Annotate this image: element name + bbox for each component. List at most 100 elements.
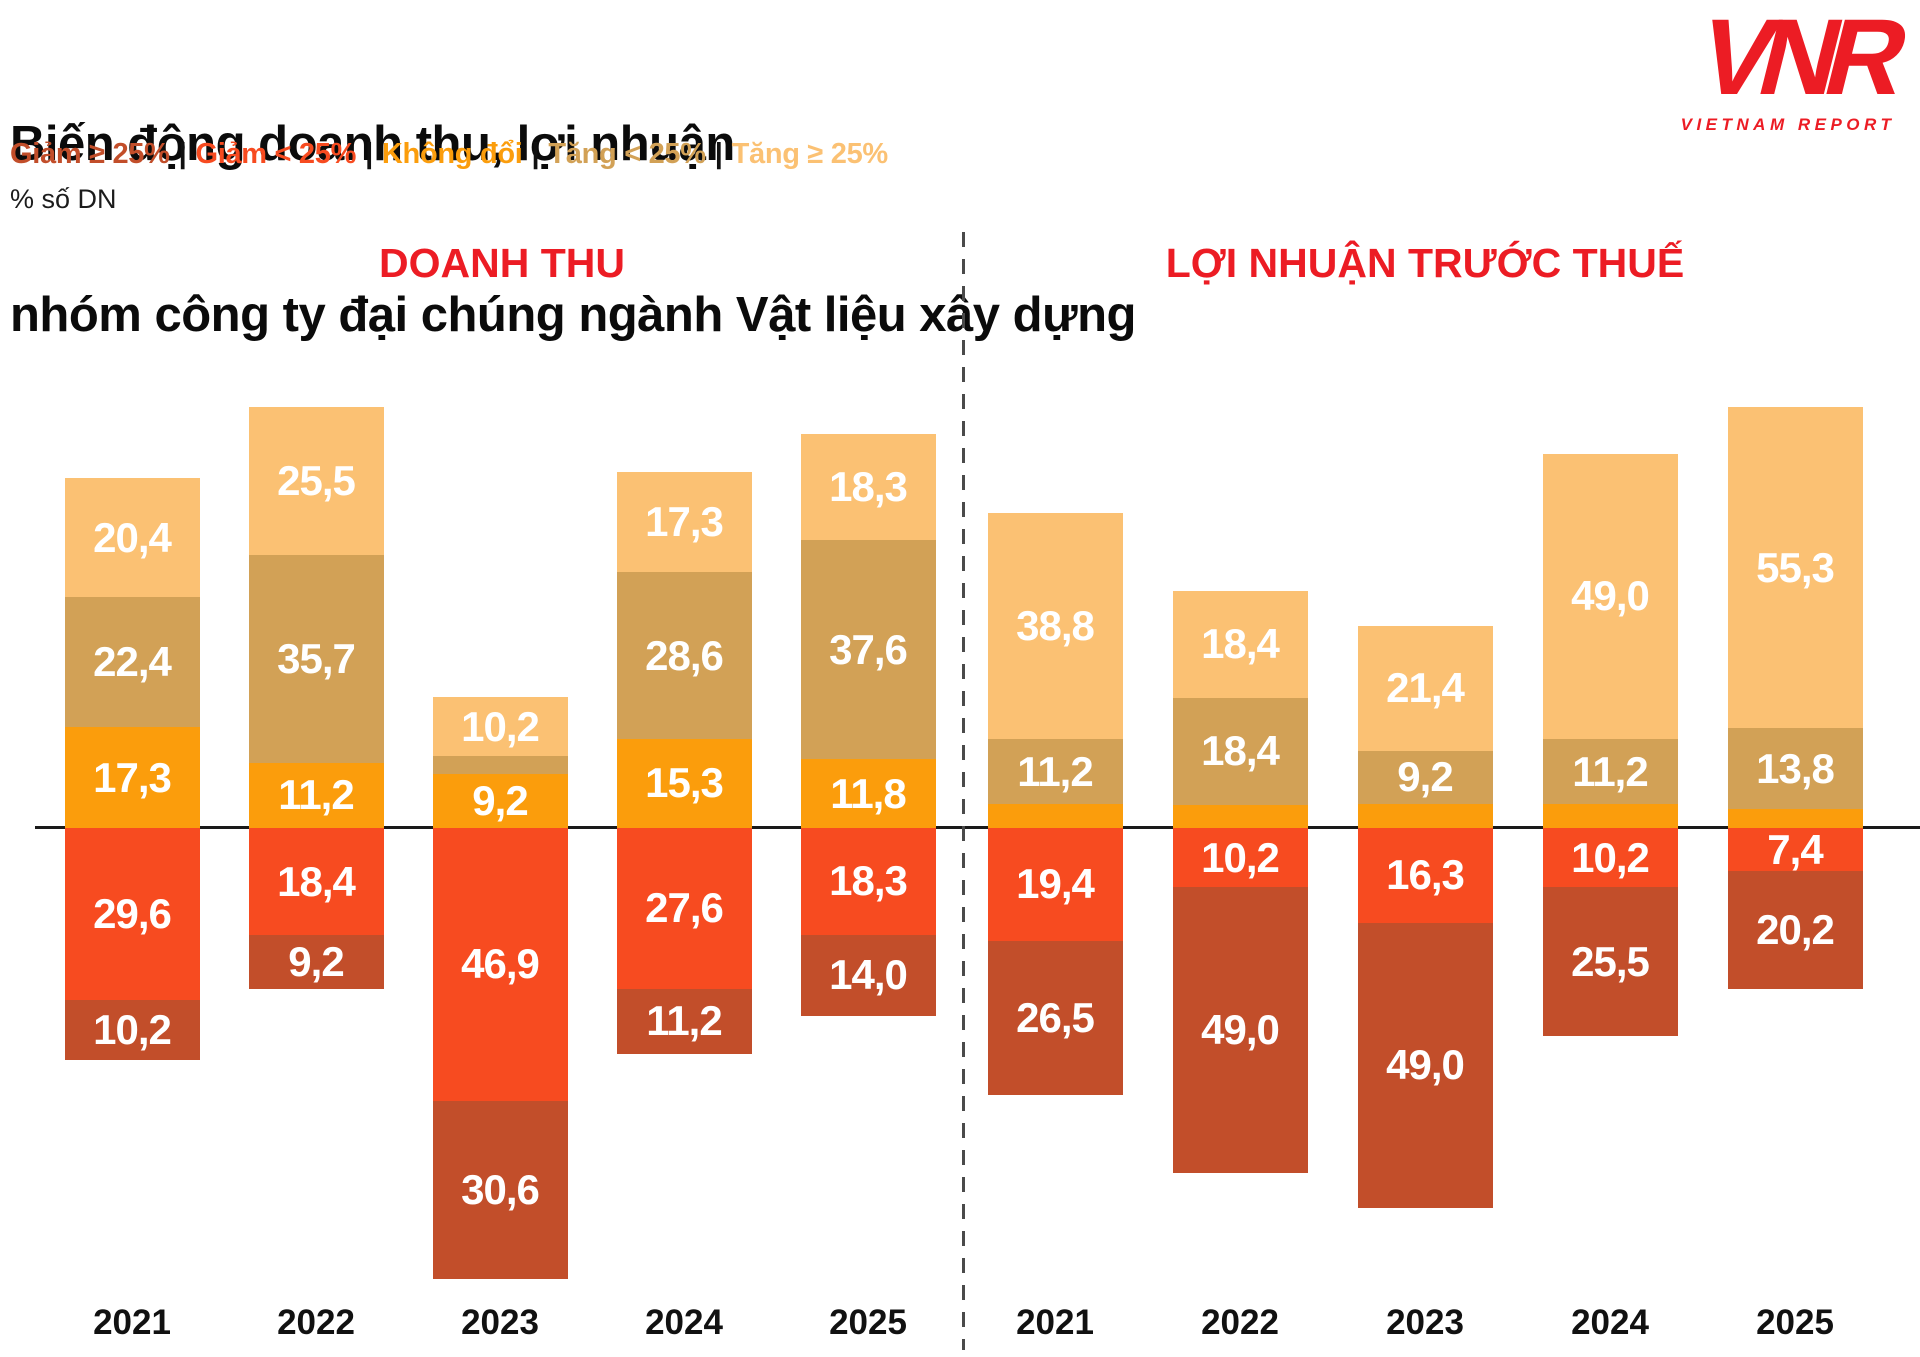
page-title: Biến động doanh thu, lợi nhuận nhóm công…: [10, 2, 1136, 458]
vnr-logo-graphic: VNR VIETNAM REPORT: [1681, 0, 1919, 134]
segment-tang_lt25: 13,8: [1727, 728, 1863, 809]
year-label-2022: 2022: [1201, 1303, 1279, 1342]
bar-up-LỢI NHUẬN TRƯỚC THUẾ-2021: 38,8 11,2: [987, 513, 1123, 828]
segment-value-label: 10,2: [1571, 833, 1650, 881]
bar-up-DOANH THU-2022: 25,5 35,7 11,2: [248, 406, 384, 828]
segment-giam_lt25: 10,2: [1542, 828, 1678, 888]
unit-label: % số DN: [10, 184, 117, 214]
segment-khong_doi: 17,3: [64, 727, 200, 828]
legend-separator: |: [714, 138, 723, 170]
segment-tang_ge25: 18,4: [1172, 590, 1308, 698]
segment-tang_lt25: 28,6: [616, 572, 752, 739]
segment-khong_doi: [987, 804, 1123, 828]
segment-giam_lt25: 10,2: [1172, 828, 1308, 888]
year-label-2023: 2023: [461, 1303, 539, 1342]
page-title-line2: nhóm công ty đại chúng ngành Vật liệu xâ…: [10, 288, 1136, 342]
bar-up-LỢI NHUẬN TRƯỚC THUẾ-2022: 18,4 18,4: [1172, 590, 1308, 828]
bar-up-DOANH THU-2025: 18,3 37,6 11,8: [800, 433, 936, 828]
segment-value-label: 20,2: [1756, 905, 1835, 953]
segment-giam_ge25: 11,2: [616, 988, 752, 1054]
segment-giam_ge25: 49,0: [1172, 887, 1308, 1173]
segment-tang_ge25: 55,3: [1727, 406, 1863, 729]
bar-down-DOANH THU-2025: 18,3 14,0: [800, 828, 936, 1016]
legend-item-giam_lt25: Giảm < 25%: [195, 138, 357, 170]
bar-down-LỢI NHUẬN TRƯỚC THUẾ-2021: 19,4 26,5: [987, 828, 1123, 1096]
segment-value-label: 21,4: [1386, 664, 1465, 712]
segment-value-label: 17,3: [645, 498, 724, 546]
segment-value-label: 29,6: [93, 890, 172, 938]
segment-khong_doi: 11,2: [248, 762, 384, 828]
segment-tang_lt25: 37,6: [800, 540, 936, 760]
segment-value-label: 37,6: [829, 625, 908, 673]
legend: Giảm ≥ 25% | Giảm < 25% | Không đổi | Tăng < 2…: [10, 138, 888, 171]
year-label-2021: 2021: [1016, 1303, 1094, 1342]
segment-value-label: 28,6: [645, 631, 724, 679]
bar-down-DOANH THU-2023: 46,9 30,6: [432, 828, 568, 1280]
bar-down-LỢI NHUẬN TRƯỚC THUẾ-2024: 10,2 25,5: [1542, 828, 1678, 1036]
bar-down-LỢI NHUẬN TRƯỚC THUẾ-2023: 16,3 49,0: [1357, 828, 1493, 1209]
segment-tang_ge25: 17,3: [616, 471, 752, 573]
segment-tang_ge25: 38,8: [987, 513, 1123, 739]
segment-tang_lt25: [432, 756, 568, 775]
segment-value-label: 20,4: [93, 513, 172, 561]
segment-value-label: 49,0: [1386, 1041, 1465, 1089]
segment-giam_ge25: 26,5: [987, 940, 1123, 1096]
segment-khong_doi: 9,2: [432, 774, 568, 828]
bar-down-DOANH THU-2024: 27,6 11,2: [616, 828, 752, 1054]
segment-value-label: 18,4: [277, 857, 356, 905]
segment-value-label: 18,3: [829, 857, 908, 905]
legend-separator: |: [531, 138, 540, 170]
year-label-2025: 2025: [1756, 1303, 1834, 1342]
segment-giam_lt25: 19,4: [987, 828, 1123, 941]
segment-value-label: 22,4: [93, 638, 172, 686]
segment-value-label: 14,0: [829, 951, 908, 999]
segment-khong_doi: [1357, 804, 1493, 828]
segment-value-label: 49,0: [1571, 572, 1650, 620]
segment-giam_lt25: 27,6: [616, 828, 752, 989]
zero-axis-line: [35, 826, 1920, 829]
segment-giam_ge25: 30,6: [432, 1100, 568, 1280]
segment-value-label: 18,4: [1201, 620, 1280, 668]
vnr-logo-text: VIETNAM REPORT: [1681, 115, 1896, 134]
year-label-2024: 2024: [645, 1303, 723, 1342]
segment-tang_ge25: 20,4: [64, 478, 200, 597]
bar-down-DOANH THU-2022: 18,4 9,2: [248, 828, 384, 989]
segment-tang_ge25: 10,2: [432, 697, 568, 757]
bar-up-DOANH THU-2024: 17,3 28,6 15,3: [616, 471, 752, 828]
panel-title-doanh-thu: DOANH THU: [379, 240, 625, 286]
segment-value-label: 10,2: [461, 702, 540, 750]
segment-value-label: 25,5: [277, 456, 356, 504]
bar-down-DOANH THU-2021: 29,6 10,2: [64, 828, 200, 1060]
segment-value-label: 49,0: [1201, 1005, 1280, 1053]
year-label-2022: 2022: [277, 1303, 355, 1342]
segment-giam_ge25: 9,2: [248, 935, 384, 989]
segment-value-label: 10,2: [1201, 833, 1280, 881]
legend-item-tang_lt25: Tăng < 25%: [548, 138, 706, 170]
segment-khong_doi: [1172, 804, 1308, 828]
segment-tang_lt25: 11,2: [987, 738, 1123, 805]
bar-down-LỢI NHUẬN TRƯỚC THUẾ-2025: 7,4 20,2: [1727, 828, 1863, 989]
segment-value-label: 35,7: [277, 634, 356, 682]
segment-giam_ge25: 25,5: [1542, 887, 1678, 1036]
segment-giam_ge25: 49,0: [1357, 922, 1493, 1209]
page-title-line1: Biến động doanh thu, lợi nhuận: [10, 117, 735, 171]
segment-tang_ge25: 21,4: [1357, 626, 1493, 751]
bar-up-DOANH THU-2021: 20,4 22,4 17,3: [64, 478, 200, 828]
bar-up-DOANH THU-2023: 10,2 9,2: [432, 697, 568, 828]
segment-value-label: 38,8: [1016, 602, 1095, 650]
segment-khong_doi: 15,3: [616, 738, 752, 828]
year-label-2021: 2021: [93, 1303, 171, 1342]
segment-tang_lt25: 11,2: [1542, 738, 1678, 805]
bar-up-LỢI NHUẬN TRƯỚC THUẾ-2025: 55,3 13,8: [1727, 406, 1863, 828]
segment-value-label: 11,2: [646, 997, 722, 1045]
segment-value-label: 11,2: [1572, 747, 1648, 795]
legend-separator: |: [178, 138, 187, 170]
segment-giam_lt25: 7,4: [1727, 828, 1863, 872]
segment-value-label: 27,6: [645, 884, 724, 932]
bar-up-LỢI NHUẬN TRƯỚC THUẾ-2023: 21,4 9,2: [1357, 626, 1493, 828]
segment-value-label: 25,5: [1571, 937, 1650, 985]
segment-value-label: 17,3: [93, 753, 172, 801]
segment-value-label: 30,6: [461, 1165, 540, 1213]
segment-value-label: 55,3: [1756, 543, 1835, 591]
segment-khong_doi: [1542, 804, 1678, 828]
